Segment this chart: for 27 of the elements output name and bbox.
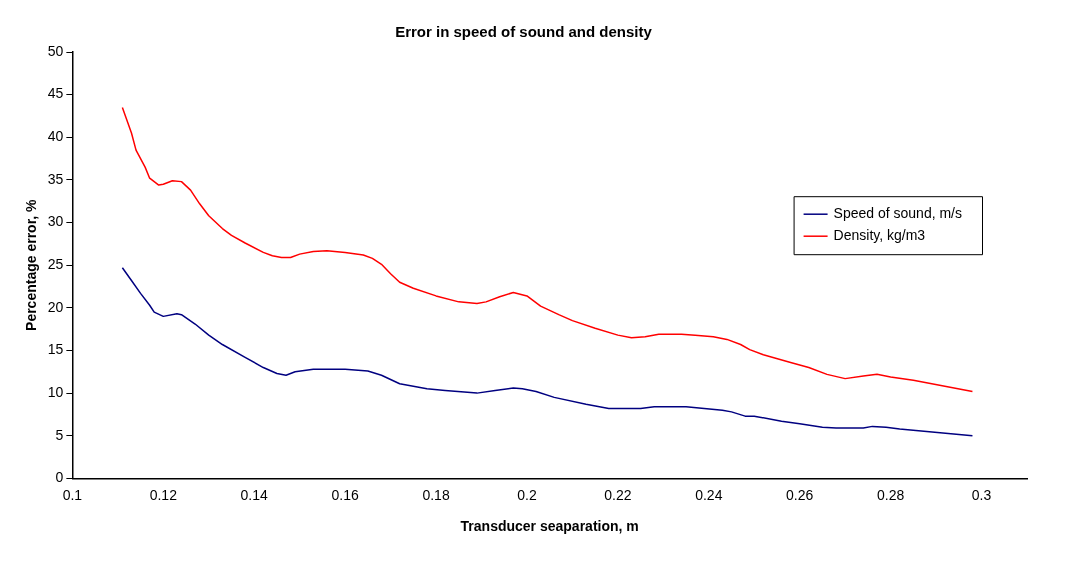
y-tick-label: 15	[47, 341, 64, 358]
x-tick-label: 0.1	[62, 486, 83, 503]
y-tick-label: 45	[47, 85, 64, 102]
y-tick-label: 40	[47, 128, 64, 145]
y-tick-label: 25	[47, 256, 64, 273]
y-tick-label: 35	[47, 170, 64, 187]
y-axis-title: Percentage error, %	[23, 198, 40, 331]
y-tick-label: 50	[47, 42, 64, 59]
x-tick-label: 0.26	[786, 486, 814, 503]
x-tick-label: 0.16	[331, 486, 359, 503]
x-axis-title: Transducer seaparation, m	[460, 518, 639, 535]
x-tick-label: 0.3	[971, 486, 992, 503]
y-tick-label: 30	[47, 213, 64, 230]
y-tick-label: 20	[47, 298, 64, 315]
chart-title: Error in speed of sound and density	[395, 23, 653, 41]
x-tick-label: 0.18	[422, 486, 450, 503]
x-tick-label: 0.14	[240, 486, 269, 503]
legend-label: Density, kg/m3	[833, 227, 926, 244]
x-tick-label: 0.28	[877, 486, 905, 503]
x-tick-label: 0.24	[695, 486, 723, 503]
x-tick-label: 0.22	[604, 486, 632, 503]
y-tick-label: 10	[47, 383, 64, 400]
y-tick-label: 0	[55, 469, 64, 486]
y-tick-label: 5	[55, 426, 64, 443]
x-tick-label: 0.2	[517, 486, 537, 503]
x-tick-label: 0.12	[149, 486, 178, 503]
legend-label: Speed of sound, m/s	[833, 205, 963, 222]
